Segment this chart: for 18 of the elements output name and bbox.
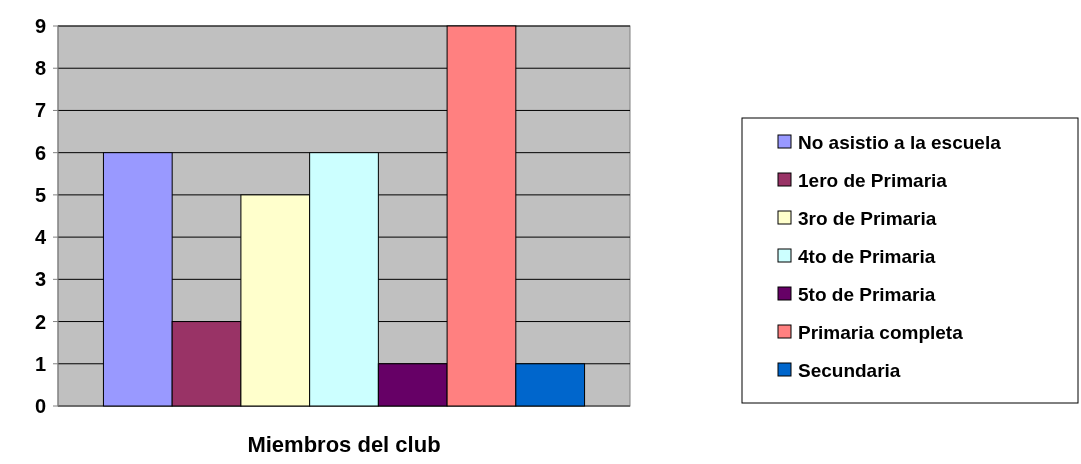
y-tick-label: 2 [34, 310, 46, 333]
legend-label: No asistio a la escuela [798, 131, 1002, 153]
legend-label: 1ero de Primaria [798, 169, 948, 191]
y-tick-label: 1 [34, 352, 46, 375]
legend-label: 5to de Primaria [798, 283, 936, 305]
y-tick-label: 4 [34, 226, 47, 249]
legend-label: Secundaria [798, 359, 901, 381]
y-tick-label: 0 [34, 395, 46, 417]
y-tick-label: 8 [34, 57, 46, 80]
legend-label: 4to de Primaria [798, 245, 936, 267]
legend-label: Primaria completa [798, 321, 964, 343]
y-tick-label: 3 [34, 268, 46, 291]
y-tick-label: 9 [34, 15, 46, 37]
y-tick-label: 5 [34, 183, 46, 206]
x-tick-label: Miembros del club [247, 432, 441, 457]
y-tick-label: 6 [34, 141, 46, 164]
y-tick-label: 7 [34, 99, 46, 122]
legend-label: 3ro de Primaria [798, 207, 937, 229]
